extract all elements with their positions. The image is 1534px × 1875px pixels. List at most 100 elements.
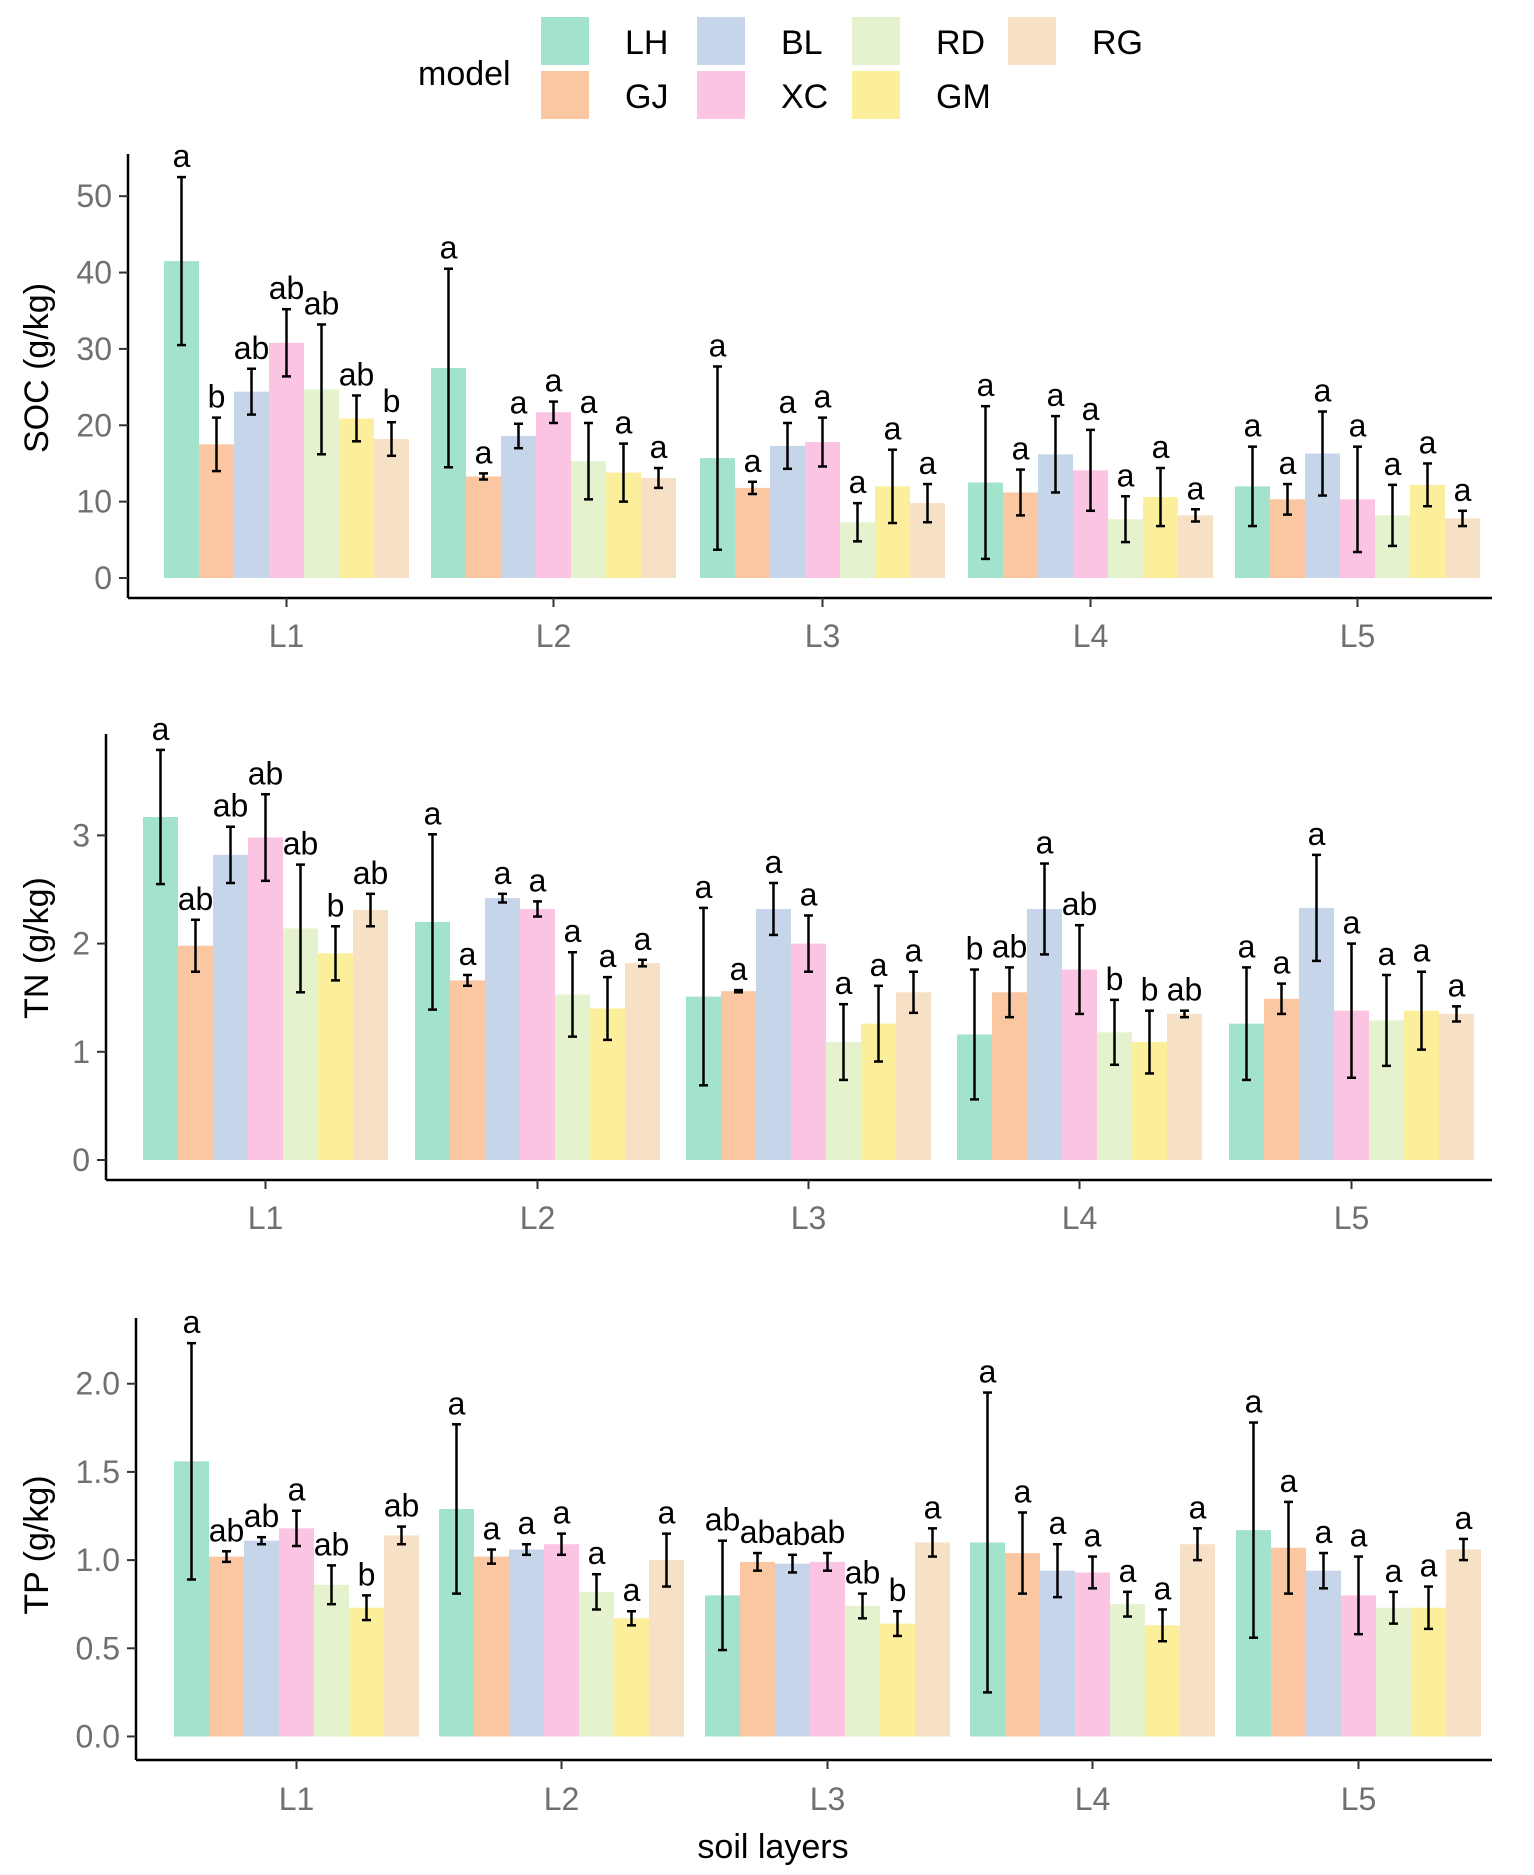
error-bar (1018, 1511, 1027, 1595)
error-bar (928, 1527, 937, 1558)
significance-label: a (553, 1495, 571, 1531)
y-axis-title: TN (g/kg) (18, 877, 56, 1019)
error-bar (853, 501, 862, 543)
y-tick-label: 0 (72, 1142, 90, 1178)
error-bar (1347, 942, 1356, 1080)
bar (501, 435, 536, 578)
error-bar (331, 925, 340, 982)
significance-label: a (1308, 816, 1326, 852)
significance-label: ab (1167, 972, 1203, 1008)
error-bar (718, 1539, 727, 1652)
error-bar (522, 1542, 531, 1557)
error-bar (1191, 508, 1200, 523)
error-bar (397, 1525, 406, 1546)
error-bar (487, 1548, 496, 1565)
legend-label: LH (625, 24, 668, 62)
bar (1446, 1549, 1481, 1737)
significance-label: a (1349, 408, 1367, 444)
significance-label: a (475, 434, 493, 470)
legend-label: GJ (625, 78, 668, 116)
error-bar (619, 442, 628, 503)
error-bar (177, 175, 186, 347)
bar (915, 1542, 950, 1737)
y-tick-label: 1.5 (76, 1454, 120, 1490)
legend-item-gj: GJ (541, 71, 668, 119)
series-gm: b a b aa (349, 1548, 1446, 1737)
error-bar (888, 448, 897, 525)
error-bar (1354, 1555, 1363, 1636)
significance-label: a (1187, 470, 1205, 506)
error-bar (1277, 982, 1286, 1016)
significance-label: a (658, 1495, 676, 1531)
bar (349, 1607, 384, 1737)
significance-label: a (919, 445, 937, 481)
legend-swatch (697, 17, 745, 65)
significance-label: b (358, 1556, 376, 1592)
significance-label: a (448, 1385, 466, 1421)
error-bar (823, 1551, 832, 1572)
significance-label: a (924, 1489, 942, 1525)
error-bar (222, 1550, 231, 1564)
significance-label: ab (244, 1498, 280, 1534)
bar (992, 992, 1027, 1160)
significance-label: ab (213, 788, 249, 824)
significance-label: ab (209, 1512, 245, 1548)
x-tick-label: L2 (544, 1781, 580, 1817)
legend-swatch (541, 71, 589, 119)
significance-label: a (424, 795, 442, 831)
error-bar (1075, 923, 1084, 1016)
bar (213, 854, 248, 1160)
significance-label: a (183, 1304, 201, 1340)
y-axis-title: TP (g/kg) (18, 1475, 56, 1614)
error-bar (858, 1592, 867, 1620)
bar (1306, 1570, 1341, 1737)
bar (450, 980, 485, 1160)
error-bar (983, 1391, 992, 1694)
significance-label: a (564, 913, 582, 949)
bar (1167, 1013, 1202, 1160)
bar (374, 439, 409, 578)
series-rd: ab aab a a (314, 1526, 1411, 1737)
significance-label: a (529, 862, 547, 898)
series-gj: ab a aba a (209, 1463, 1306, 1737)
error-bar (212, 416, 221, 473)
significance-label: a (1014, 1473, 1032, 1509)
error-bar (191, 918, 200, 973)
significance-label: a (1413, 933, 1431, 969)
y-tick-label: 2.0 (76, 1366, 120, 1402)
legend-item-rg: RG (1008, 17, 1143, 65)
error-bar (788, 1553, 797, 1574)
series-gj: ba a a a (199, 379, 1305, 578)
bar (244, 1540, 279, 1737)
legend-label: BL (781, 24, 823, 62)
significance-label: a (800, 876, 818, 912)
significance-label: ab (384, 1488, 420, 1524)
error-bar (1249, 1421, 1258, 1639)
error-bar (479, 472, 488, 481)
bar (1145, 1625, 1180, 1737)
significance-label: a (905, 933, 923, 969)
bar (466, 476, 501, 578)
significance-label: ab (992, 928, 1028, 964)
error-bar (1051, 414, 1060, 494)
significance-label: a (1082, 391, 1100, 427)
error-bar (923, 482, 932, 524)
significance-label: a (849, 464, 867, 500)
significance-label: a (580, 384, 598, 420)
error-bar (909, 970, 918, 1015)
significance-label: a (1238, 928, 1256, 964)
bar (791, 943, 826, 1160)
error-bar (970, 968, 979, 1101)
significance-label: ab (810, 1514, 846, 1550)
error-bar (282, 307, 291, 378)
bar (880, 1623, 915, 1737)
x-tick-label: L1 (248, 1200, 284, 1236)
series-bl: ab a ab a a (244, 1498, 1341, 1737)
bar (1264, 998, 1299, 1160)
